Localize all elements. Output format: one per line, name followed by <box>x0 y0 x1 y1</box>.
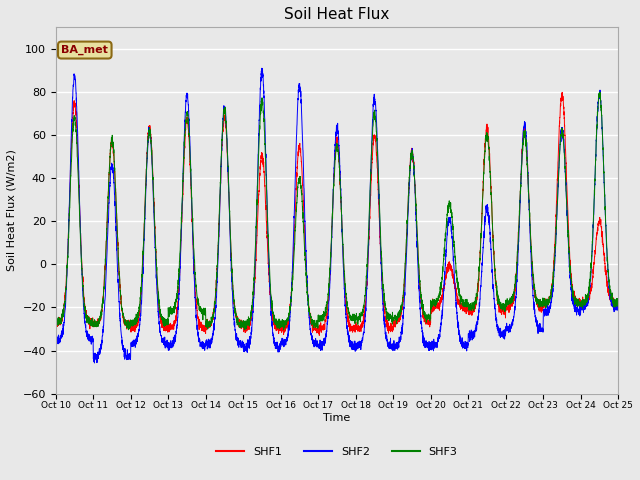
SHF1 <box>463 304 471 310</box>
SHF2 <box>90 360 98 366</box>
SHF2 <box>614 306 622 312</box>
Legend: SHF1, SHF2, SHF3: SHF1, SHF2, SHF3 <box>212 443 462 461</box>
Title: Soil Heat Flux: Soil Heat Flux <box>284 7 390 22</box>
SHF1 <box>432 306 440 312</box>
Line: SHF2: SHF2 <box>56 68 618 363</box>
SHF2 <box>153 289 161 295</box>
SHF2 <box>258 65 266 71</box>
SHF1 <box>495 302 503 308</box>
SHF3 <box>495 296 503 302</box>
SHF1 <box>316 333 323 338</box>
SHF1 <box>153 273 161 279</box>
SHF1 <box>614 301 622 307</box>
Text: BA_met: BA_met <box>61 45 108 55</box>
SHF2 <box>614 307 621 313</box>
SHF3 <box>153 264 161 270</box>
Line: SHF3: SHF3 <box>56 92 618 330</box>
SHF3 <box>316 313 324 319</box>
SHF1 <box>558 89 566 95</box>
SHF2 <box>432 343 440 348</box>
X-axis label: Time: Time <box>323 413 351 423</box>
SHF2 <box>316 345 324 351</box>
Y-axis label: Soil Heat Flux (W/m2): Soil Heat Flux (W/m2) <box>7 149 17 271</box>
SHF1 <box>614 298 621 304</box>
SHF3 <box>432 299 440 304</box>
SHF1 <box>52 319 60 324</box>
SHF3 <box>241 327 248 333</box>
SHF3 <box>614 303 622 309</box>
SHF3 <box>463 303 471 309</box>
SHF2 <box>495 332 503 338</box>
SHF2 <box>52 337 60 343</box>
SHF3 <box>614 302 621 308</box>
Line: SHF1: SHF1 <box>56 92 618 336</box>
SHF3 <box>596 89 604 95</box>
SHF1 <box>316 324 324 330</box>
SHF2 <box>463 344 471 349</box>
SHF3 <box>52 316 60 322</box>
